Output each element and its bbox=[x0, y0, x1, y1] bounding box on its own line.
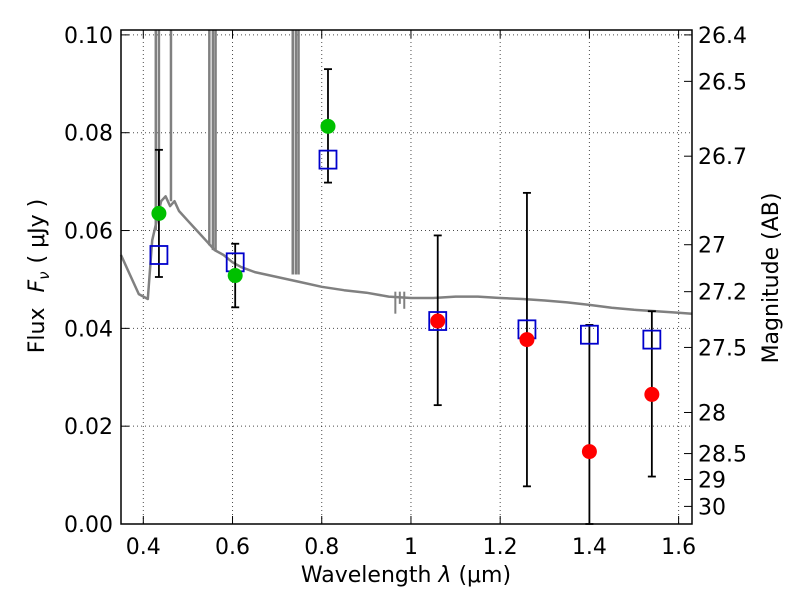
x-axis-label-symbol: λ bbox=[437, 563, 451, 588]
right-tick-label: 26.4 bbox=[698, 24, 747, 49]
model-band-fluxes bbox=[149, 149, 662, 350]
axis-ticks bbox=[121, 30, 692, 525]
y-axis-label-symbol: F bbox=[25, 279, 50, 292]
x-tick-label: 1.2 bbox=[483, 535, 518, 560]
y-axis-label-unit: ( μJy ) bbox=[25, 199, 50, 264]
right-tick-label: 26.7 bbox=[698, 145, 747, 170]
y-axis-label-subscript: ν bbox=[35, 271, 53, 279]
model-spectrum bbox=[119, 30, 693, 315]
observed-fluxes bbox=[151, 118, 660, 460]
model-band-square bbox=[318, 149, 338, 170]
y-tick-label: 0.08 bbox=[64, 122, 113, 147]
tick-labels: 0.4 0.6 0.8 1 1.2 1.4 1.6 0.00 0.02 0.04 0.06 0.08 0… bbox=[64, 24, 747, 560]
model-band-square bbox=[642, 329, 662, 350]
x-tick-label: 1.4 bbox=[572, 535, 607, 560]
right-tick-label: 28.5 bbox=[698, 443, 747, 468]
green-data-point bbox=[151, 205, 167, 221]
x-tick-label: 0.4 bbox=[126, 535, 161, 560]
right-tick-label: 27 bbox=[698, 234, 726, 259]
x-axis-label-text: Wavelength bbox=[301, 563, 432, 588]
red-data-point bbox=[430, 313, 446, 329]
model-band-square bbox=[579, 324, 599, 345]
right-tick-label: 27.2 bbox=[698, 281, 747, 306]
green-data-point bbox=[227, 268, 243, 284]
right-axis-label: Magnitude (AB) bbox=[759, 193, 784, 364]
right-tick-label: 30 bbox=[698, 495, 726, 520]
grid bbox=[121, 30, 692, 524]
y-tick-label: 0.00 bbox=[64, 513, 113, 538]
model-band-square bbox=[149, 245, 169, 265]
right-tick-label: 26.5 bbox=[698, 70, 747, 95]
model-band-square bbox=[428, 311, 448, 331]
y-tick-label: 0.02 bbox=[64, 415, 113, 440]
plot-frame bbox=[120, 29, 693, 525]
right-tick-label: 28 bbox=[698, 401, 726, 426]
x-tick-label: 0.8 bbox=[304, 535, 339, 560]
y-axis-label: Flux Fν ( μJy ) bbox=[25, 199, 53, 353]
x-tick-label: 0.6 bbox=[215, 535, 250, 560]
x-tick-label: 1.6 bbox=[661, 535, 696, 560]
red-data-point bbox=[519, 332, 535, 348]
red-data-point bbox=[581, 444, 597, 460]
y-tick-label: 0.06 bbox=[64, 220, 113, 245]
x-tick-label: 1 bbox=[404, 535, 418, 560]
green-data-point bbox=[320, 118, 336, 134]
right-tick-label: 29 bbox=[698, 468, 726, 493]
y-axis-label-text: Flux bbox=[25, 307, 50, 353]
y-tick-label: 0.10 bbox=[64, 24, 113, 49]
right-tick-label: 27.5 bbox=[698, 336, 747, 361]
x-axis-label: Wavelength λ (μm) bbox=[301, 563, 511, 588]
y-tick-label: 0.04 bbox=[64, 317, 113, 342]
model-spectrum-line bbox=[119, 195, 693, 315]
x-axis-label-unit: (μm) bbox=[458, 563, 511, 588]
red-data-point bbox=[644, 386, 660, 402]
